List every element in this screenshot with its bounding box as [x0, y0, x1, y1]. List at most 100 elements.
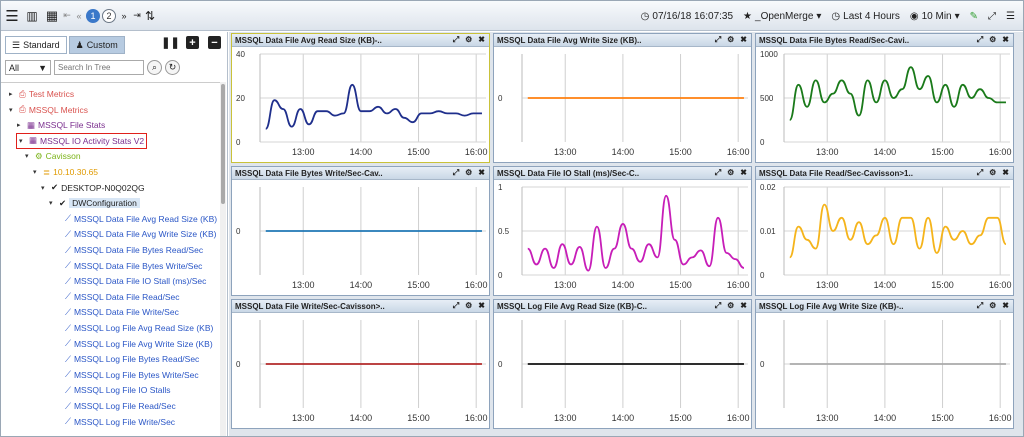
- tree-node[interactable]: ▾ ▦ MSSQL IO Activity Stats V2: [15, 132, 148, 149]
- tree-node-label: MSSQL Data File Read/Sec: [73, 291, 180, 302]
- tree-scrollbar[interactable]: [220, 82, 226, 436]
- next-page-icon[interactable]: »: [121, 10, 127, 21]
- gear-icon[interactable]: ⚙: [989, 168, 997, 177]
- close-icon[interactable]: ✖: [478, 301, 485, 310]
- maximize-icon[interactable]: ⤢: [976, 301, 984, 310]
- sort-icon[interactable]: ⇅: [144, 8, 156, 23]
- maximize-icon[interactable]: ⤢: [976, 168, 984, 177]
- scrollbar-thumb[interactable]: [221, 84, 225, 204]
- x-tick-label: 15:00: [407, 413, 430, 423]
- chart-panel-header: MSSQL Data File IO Stall (ms)/Sec-C.. ⤢ ⚙ ✖: [494, 167, 751, 180]
- expand-arrow-icon[interactable]: ▸: [17, 122, 21, 130]
- gear-icon[interactable]: ⚙: [465, 168, 473, 177]
- gear-icon[interactable]: ⚙: [989, 35, 997, 44]
- time-range-selector[interactable]: ◷ Last 4 Hours: [831, 11, 899, 22]
- remove-icon[interactable]: −: [208, 36, 221, 49]
- tab-standard[interactable]: ☰ Standard: [5, 36, 67, 54]
- menu-icon[interactable]: ☰: [5, 7, 19, 25]
- chart-svg: 13:00 14:00 15:00 16:00 0: [236, 187, 487, 290]
- pin-icon[interactable]: ✎: [969, 10, 979, 22]
- tree-node[interactable]: ▾ ⚙ Cavisson: [25, 149, 81, 163]
- search-icon[interactable]: ⌕: [147, 60, 162, 75]
- tree-node[interactable]: ▾ ✔ DWConfiguration: [49, 196, 140, 210]
- tree-node[interactable]: ▾ ≣ 10.10.30.65: [33, 165, 98, 179]
- star-icon: ★: [743, 10, 753, 22]
- tree-node-label: MSSQL Log File Avg Read Size (KB): [73, 323, 214, 333]
- maximize-icon[interactable]: ⤢: [714, 301, 722, 310]
- maximize-icon[interactable]: ⤢: [714, 168, 722, 177]
- close-icon[interactable]: ✖: [1002, 35, 1009, 44]
- maximize-icon[interactable]: ⤢: [452, 168, 460, 177]
- add-icon[interactable]: +: [186, 36, 199, 49]
- tree-node[interactable]: ▸ ▦ MSSQL File Stats: [17, 118, 105, 132]
- tree-node[interactable]: ⟋ MSSQL Data File Bytes Write/Sec: [65, 259, 202, 273]
- chart-view-icon[interactable]: ▥: [26, 8, 38, 23]
- tree-node[interactable]: ⟋ MSSQL Log File IO Stalls: [65, 383, 170, 397]
- gear-icon[interactable]: ⚙: [727, 301, 735, 310]
- y-tick-label: 0: [498, 94, 503, 103]
- chevron-down-icon: ▾: [816, 10, 822, 22]
- expand-arrow-icon[interactable]: ▸: [9, 91, 13, 98]
- refresh-icon[interactable]: ↻: [165, 60, 180, 75]
- pause-icon[interactable]: ❚❚: [161, 37, 180, 49]
- tree-node[interactable]: ⟋ MSSQL Log File Read/Sec: [65, 399, 176, 413]
- gear-icon[interactable]: ⚙: [727, 168, 735, 177]
- search-input[interactable]: [54, 60, 144, 75]
- close-icon[interactable]: ✖: [478, 168, 485, 177]
- y-tick-label: 0: [760, 138, 765, 147]
- list-icon[interactable]: ☰: [1006, 10, 1015, 22]
- tree-node[interactable]: ⟋ MSSQL Data File Avg Write Size (KB): [65, 227, 216, 241]
- table-view-icon[interactable]: ▦: [45, 7, 59, 23]
- maximize-icon[interactable]: ⤢: [452, 35, 460, 44]
- expand-arrow-icon[interactable]: ▾: [49, 200, 53, 208]
- tree-node[interactable]: ⟋ MSSQL Data File Write/Sec: [65, 305, 179, 319]
- last-page-icon[interactable]: ⇥: [133, 10, 141, 20]
- tree-node[interactable]: ⟋ MSSQL Data File Bytes Read/Sec: [65, 243, 203, 257]
- tree-node[interactable]: ⟋ MSSQL Log File Bytes Read/Sec: [65, 352, 199, 366]
- close-icon[interactable]: ✖: [1002, 168, 1009, 177]
- maximize-icon[interactable]: ⤢: [452, 301, 460, 310]
- chart-panel: MSSQL Log File Avg Write Size (KB)-.. ⤢ ⚙ ✖…: [755, 299, 1014, 429]
- tree-node[interactable]: ⟋ MSSQL Log File Write/Sec: [65, 415, 175, 429]
- gear-icon[interactable]: ⚙: [465, 35, 473, 44]
- tree-node[interactable]: ⟋ MSSQL Data File IO Stall (ms)/Sec: [65, 274, 206, 288]
- interval-dropdown[interactable]: ◉ 10 Min ▾: [910, 11, 960, 22]
- expand-arrow-icon[interactable]: ▾: [9, 106, 13, 114]
- tree-node[interactable]: ⟋ MSSQL Data File Read/Sec: [65, 290, 179, 304]
- filter-select[interactable]: All ▼: [5, 60, 51, 75]
- page-2-button[interactable]: 2: [102, 8, 116, 23]
- tree-node[interactable]: ▸ ⎙ Test Metrics: [9, 87, 74, 101]
- interval-text: 10 Min: [921, 10, 952, 22]
- tree-node[interactable]: ⟋ MSSQL Log File Avg Write Size (KB): [65, 337, 213, 351]
- page-1-button[interactable]: 1: [86, 8, 100, 23]
- prev-page-icon[interactable]: «: [76, 10, 82, 21]
- close-icon[interactable]: ✖: [478, 35, 485, 44]
- tab-custom[interactable]: ♟ Custom: [68, 36, 125, 54]
- chart-grid: MSSQL Data File Avg Read Size (KB)-.. ⤢ ⚙ ✖…: [229, 32, 1023, 436]
- node-icon: ⟋: [65, 260, 71, 271]
- tree-node[interactable]: ▾ ✔ DESKTOP-N0Q02QG: [41, 181, 145, 195]
- gear-icon[interactable]: ⚙: [989, 301, 997, 310]
- gear-icon[interactable]: ⚙: [727, 35, 735, 44]
- expand-arrow-icon[interactable]: ▾: [33, 169, 37, 176]
- expand-icon[interactable]: ⤢: [988, 10, 997, 22]
- expand-arrow-icon[interactable]: ▾: [25, 153, 29, 161]
- first-page-icon[interactable]: ⇤: [63, 10, 71, 20]
- close-icon[interactable]: ✖: [740, 35, 747, 44]
- close-icon[interactable]: ✖: [1002, 301, 1009, 310]
- close-icon[interactable]: ✖: [740, 168, 747, 177]
- close-icon[interactable]: ✖: [740, 301, 747, 310]
- expand-arrow-icon[interactable]: ▾: [41, 184, 45, 192]
- tree-node[interactable]: ⟋ MSSQL Data File Avg Read Size (KB): [65, 212, 217, 226]
- top-toolbar: ☰ ▥ ▦ ⇤ « 1 2 » ⇥ ⇅ ◷ 07/16/18 16:07:35 ★…: [1, 1, 1023, 31]
- favorite-dropdown[interactable]: ★ _OpenMerge ▾: [743, 11, 821, 22]
- tree-node[interactable]: ▾ ⎙ MSSQL Metrics: [9, 103, 88, 117]
- gear-icon[interactable]: ⚙: [465, 301, 473, 310]
- maximize-icon[interactable]: ⤢: [976, 35, 984, 44]
- filter-select-value: All: [9, 62, 20, 73]
- maximize-icon[interactable]: ⤢: [714, 35, 722, 44]
- favorite-text: _OpenMerge: [755, 10, 814, 22]
- tree-node[interactable]: ⟋ MSSQL Log File Avg Read Size (KB): [65, 321, 213, 335]
- expand-arrow-icon[interactable]: ▾: [19, 137, 23, 145]
- tree-node[interactable]: ⟋ MSSQL Log File Bytes Write/Sec: [65, 368, 199, 382]
